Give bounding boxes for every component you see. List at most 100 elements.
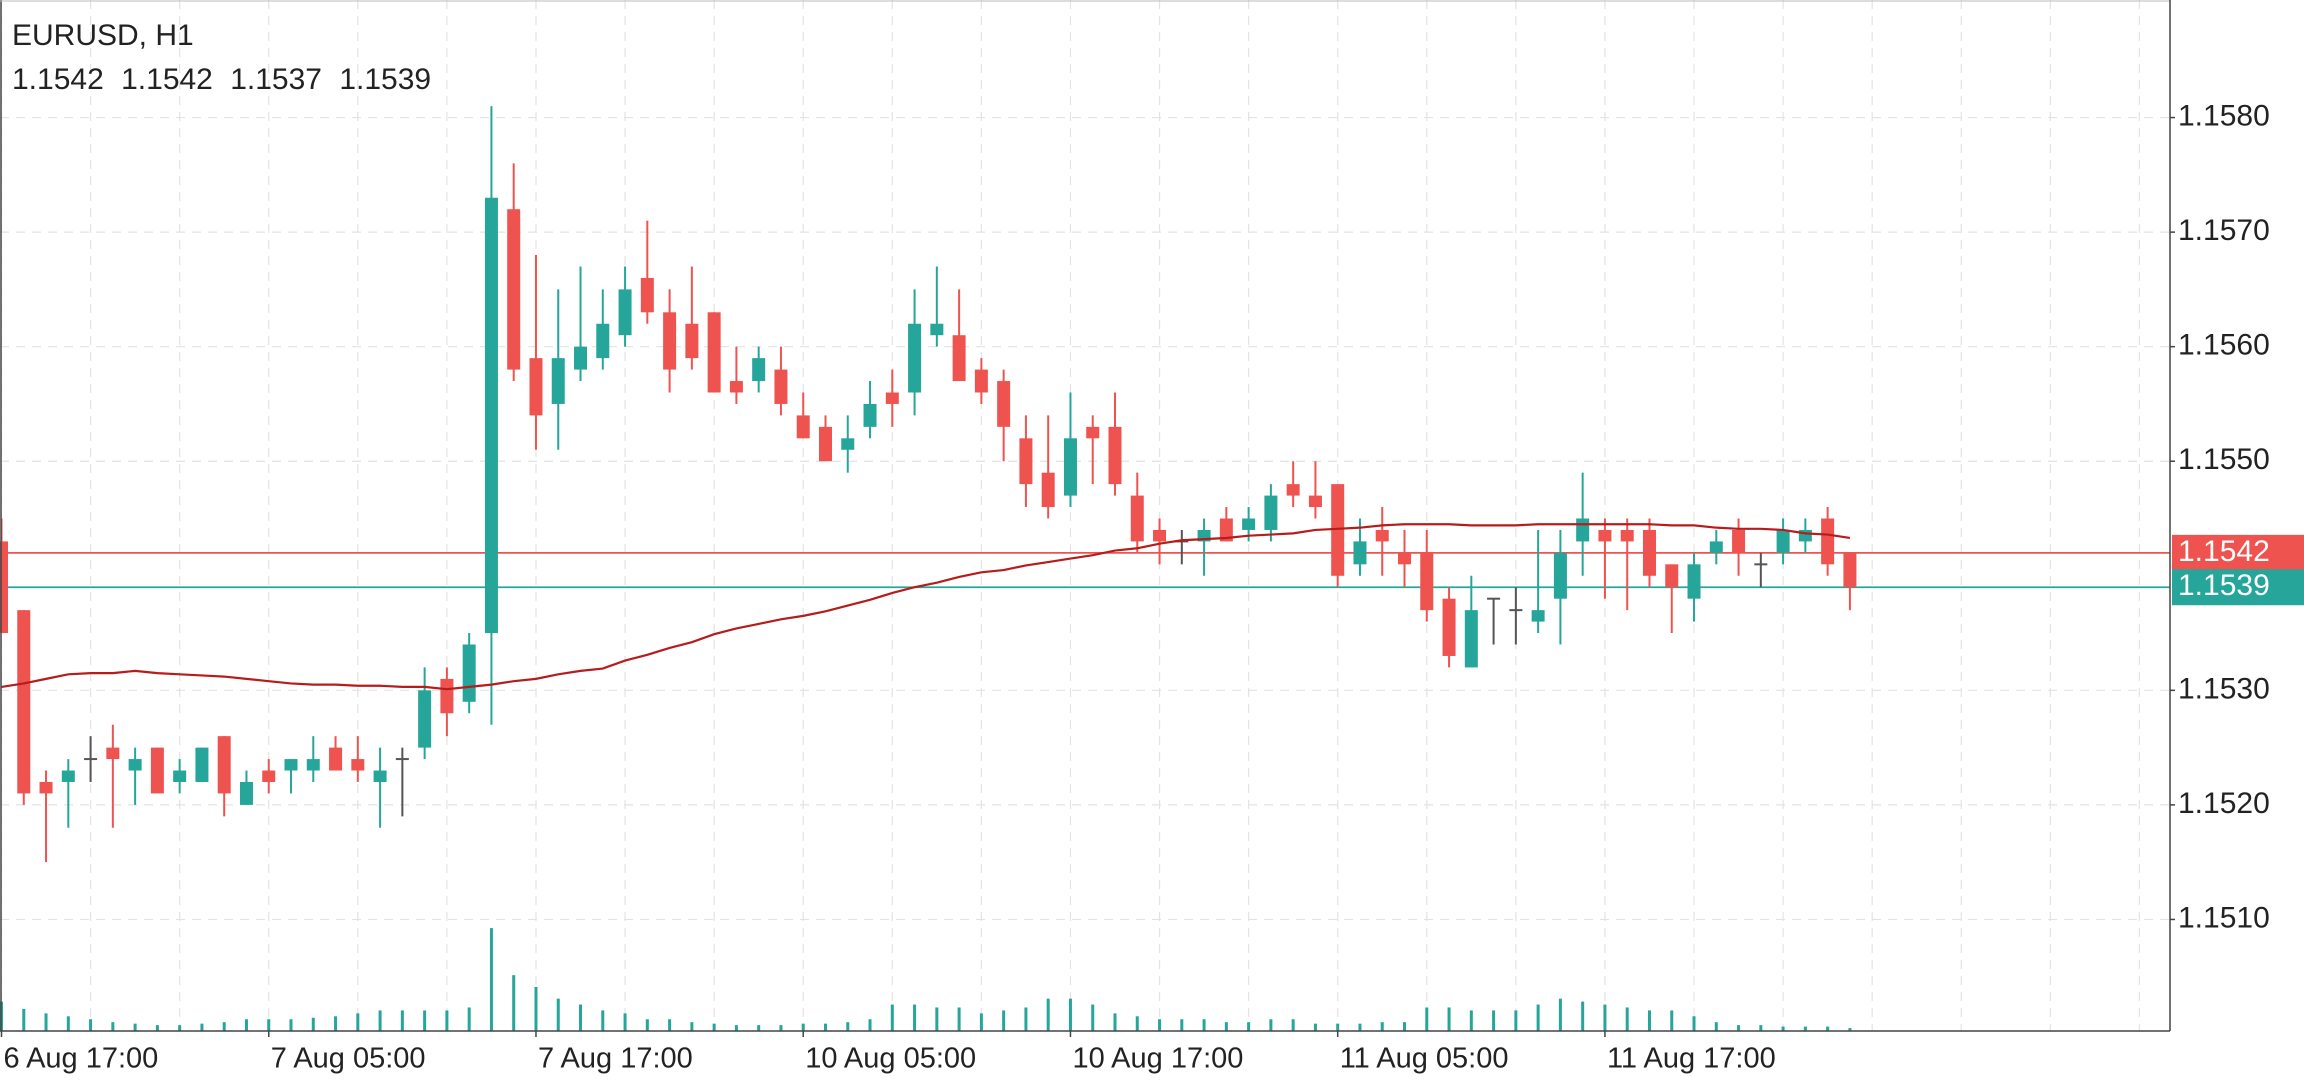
volume-bar — [400, 1010, 404, 1031]
volume-bar — [1848, 1028, 1852, 1031]
candle-body — [885, 392, 899, 404]
candle-body — [1108, 426, 1122, 485]
volume-bar — [1313, 1023, 1317, 1031]
candle-body — [150, 747, 164, 794]
volume-bar — [556, 998, 560, 1031]
volume-layer — [0, 928, 1852, 1031]
candle-body — [507, 209, 521, 370]
candle-body — [1776, 529, 1790, 553]
candles — [0, 106, 1857, 863]
y-tick-label: 1.1550 — [2178, 443, 2270, 476]
volume-bar — [1647, 1010, 1651, 1031]
candle-body — [262, 770, 276, 782]
volume-bar — [334, 1016, 338, 1031]
ohlc-low: 1.1537 — [230, 63, 322, 96]
volume-bar — [356, 1013, 360, 1031]
candle-body — [195, 747, 209, 782]
candle-body — [284, 759, 298, 771]
volume-bar — [1447, 1007, 1451, 1031]
volume-bar — [1202, 1019, 1206, 1031]
volume-bar — [1068, 998, 1072, 1031]
volume-bar — [935, 1007, 939, 1031]
y-tick-label: 1.1530 — [2178, 672, 2270, 705]
candle-body — [1709, 541, 1723, 553]
candle-body — [1398, 552, 1412, 565]
y-tick-label: 1.1570 — [2178, 214, 2270, 247]
candle-body — [1153, 529, 1167, 542]
volume-bar — [979, 1013, 983, 1031]
candle-body — [640, 277, 654, 313]
candle-body — [930, 323, 944, 336]
candle-body — [1130, 495, 1144, 542]
y-tick-label: 1.1560 — [2178, 329, 2270, 362]
candle-body — [217, 736, 231, 794]
volume-bar — [1536, 1004, 1540, 1031]
chart-title: EURUSD, H1 — [12, 19, 194, 52]
candle-body — [1732, 529, 1746, 553]
candle-body — [685, 323, 699, 359]
candle-body — [106, 747, 120, 760]
candle-body — [440, 678, 454, 714]
candle-body — [1553, 552, 1567, 599]
x-tick-label: 11 Aug 05:00 — [1340, 1043, 1509, 1075]
volume-bar — [512, 975, 516, 1031]
candle-body — [1420, 552, 1434, 611]
candle-body — [462, 644, 476, 702]
volume-bar — [1803, 1026, 1807, 1031]
candle-body — [1642, 529, 1656, 576]
candle-body — [1086, 426, 1100, 439]
candle-body — [997, 381, 1011, 427]
volume-bar — [1224, 1022, 1228, 1031]
volume-bar — [1826, 1026, 1830, 1031]
price-lines — [0, 551, 2170, 589]
price-label-box — [2172, 534, 2304, 571]
candle-body — [774, 369, 788, 404]
volume-bar — [1759, 1025, 1763, 1031]
volume-bar — [1180, 1019, 1184, 1031]
candle-body — [306, 759, 320, 771]
ohlc-open: 1.1542 — [12, 63, 104, 96]
candle-body — [61, 770, 75, 782]
volume-bar — [89, 1019, 93, 1031]
candle-body — [1442, 598, 1456, 656]
y-tick-label: 1.1520 — [2178, 787, 2270, 820]
candle-body — [1197, 529, 1211, 542]
candle-body — [1063, 438, 1077, 496]
volume-bar — [1247, 1022, 1251, 1031]
volume-bar — [133, 1023, 137, 1031]
ohlc-high: 1.1542 — [121, 63, 213, 96]
candle-body — [1353, 541, 1367, 565]
candle-body — [1687, 564, 1701, 599]
volume-bar — [1046, 998, 1050, 1031]
volume-bar — [289, 1019, 293, 1031]
volume-bar — [44, 1013, 48, 1031]
volume-bar — [1135, 1016, 1139, 1031]
volume-bar — [1737, 1025, 1741, 1031]
volume-bar — [890, 1004, 894, 1031]
volume-bar — [1358, 1023, 1362, 1031]
candle-body — [1019, 438, 1033, 485]
candle-body — [39, 781, 53, 794]
volume-bar — [1403, 1022, 1407, 1031]
candle-body — [1286, 484, 1300, 496]
volume-bar — [1380, 1022, 1384, 1031]
x-tick-label: 10 Aug 17:00 — [1072, 1043, 1243, 1075]
price-label-box — [2172, 569, 2304, 606]
candle-body — [1242, 518, 1256, 530]
volume-bar — [534, 986, 538, 1031]
candle-body — [1843, 552, 1857, 588]
candle-body — [1331, 484, 1345, 576]
volume-bar — [668, 1019, 672, 1031]
candle-body — [1464, 610, 1478, 668]
candle-body — [239, 781, 253, 805]
candle-body — [618, 289, 632, 336]
candle-body — [17, 610, 31, 794]
volume-bar — [1336, 1023, 1340, 1031]
volume-bar — [645, 1019, 649, 1031]
candle-body — [729, 381, 743, 393]
volume-bar — [1625, 1007, 1629, 1031]
x-tick-label: 7 Aug 05:00 — [271, 1043, 426, 1075]
